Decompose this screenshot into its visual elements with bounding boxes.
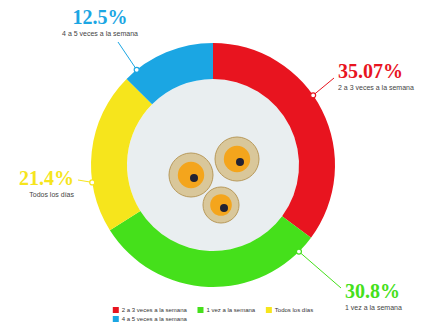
chart: 35.07% 2 a 3 veces a la semana 30.8% 1 vez … (0, 0, 427, 329)
center-berry (236, 158, 244, 166)
legend: 2 a 3 veces a la semana 1 vez a la semana… (113, 307, 313, 322)
legend-swatch (266, 307, 272, 313)
legend-label: Todos los días (275, 307, 313, 313)
leader-dot (134, 67, 139, 72)
center-cracker (169, 153, 213, 197)
slice (110, 211, 311, 287)
value-label: 30.8% (345, 280, 400, 302)
value-label: 35.07% (338, 60, 403, 82)
slices (91, 43, 335, 287)
slice (213, 43, 335, 238)
legend-label: 1 vez a la semana (206, 307, 255, 313)
center-cracker (203, 187, 239, 223)
center-fruit (178, 162, 204, 188)
legend-swatch (113, 307, 119, 313)
legend-item: 4 a 5 veces a la semana (113, 316, 188, 322)
legend-item: 1 vez a la semana (197, 307, 255, 313)
value-label: 21.4% (19, 167, 74, 189)
category-label: 2 a 3 veces a la semana (338, 84, 414, 91)
legend-label: 4 a 5 veces a la semana (122, 316, 188, 322)
category-label: Todos los días (29, 191, 74, 198)
data-labels: 35.07% 2 a 3 veces a la semana 30.8% 1 vez … (19, 6, 414, 311)
center-decoration (127, 79, 299, 251)
legend-item: Todos los días (266, 307, 313, 313)
leader-dot (296, 249, 301, 254)
leader-dot (311, 93, 316, 98)
center-fruit (224, 146, 250, 172)
legend-label: 2 a 3 veces a la semana (122, 307, 188, 313)
center-plate (127, 79, 299, 251)
center-berry (190, 174, 198, 182)
category-label: 4 a 5 veces a la semana (62, 30, 138, 37)
center-fruit (210, 194, 232, 216)
center-cracker (215, 137, 259, 181)
leader-line (118, 42, 137, 70)
leader-dot (90, 180, 95, 185)
slice (127, 43, 213, 104)
legend-swatch (113, 316, 119, 322)
category-label: 1 vez a la semana (345, 304, 402, 311)
leader-line (313, 78, 334, 95)
value-label: 12.5% (73, 6, 128, 28)
legend-swatch (197, 307, 203, 313)
leader-line (299, 252, 341, 288)
center-berry (220, 204, 228, 212)
slice (91, 79, 152, 230)
legend-item: 2 a 3 veces a la semana (113, 307, 188, 313)
